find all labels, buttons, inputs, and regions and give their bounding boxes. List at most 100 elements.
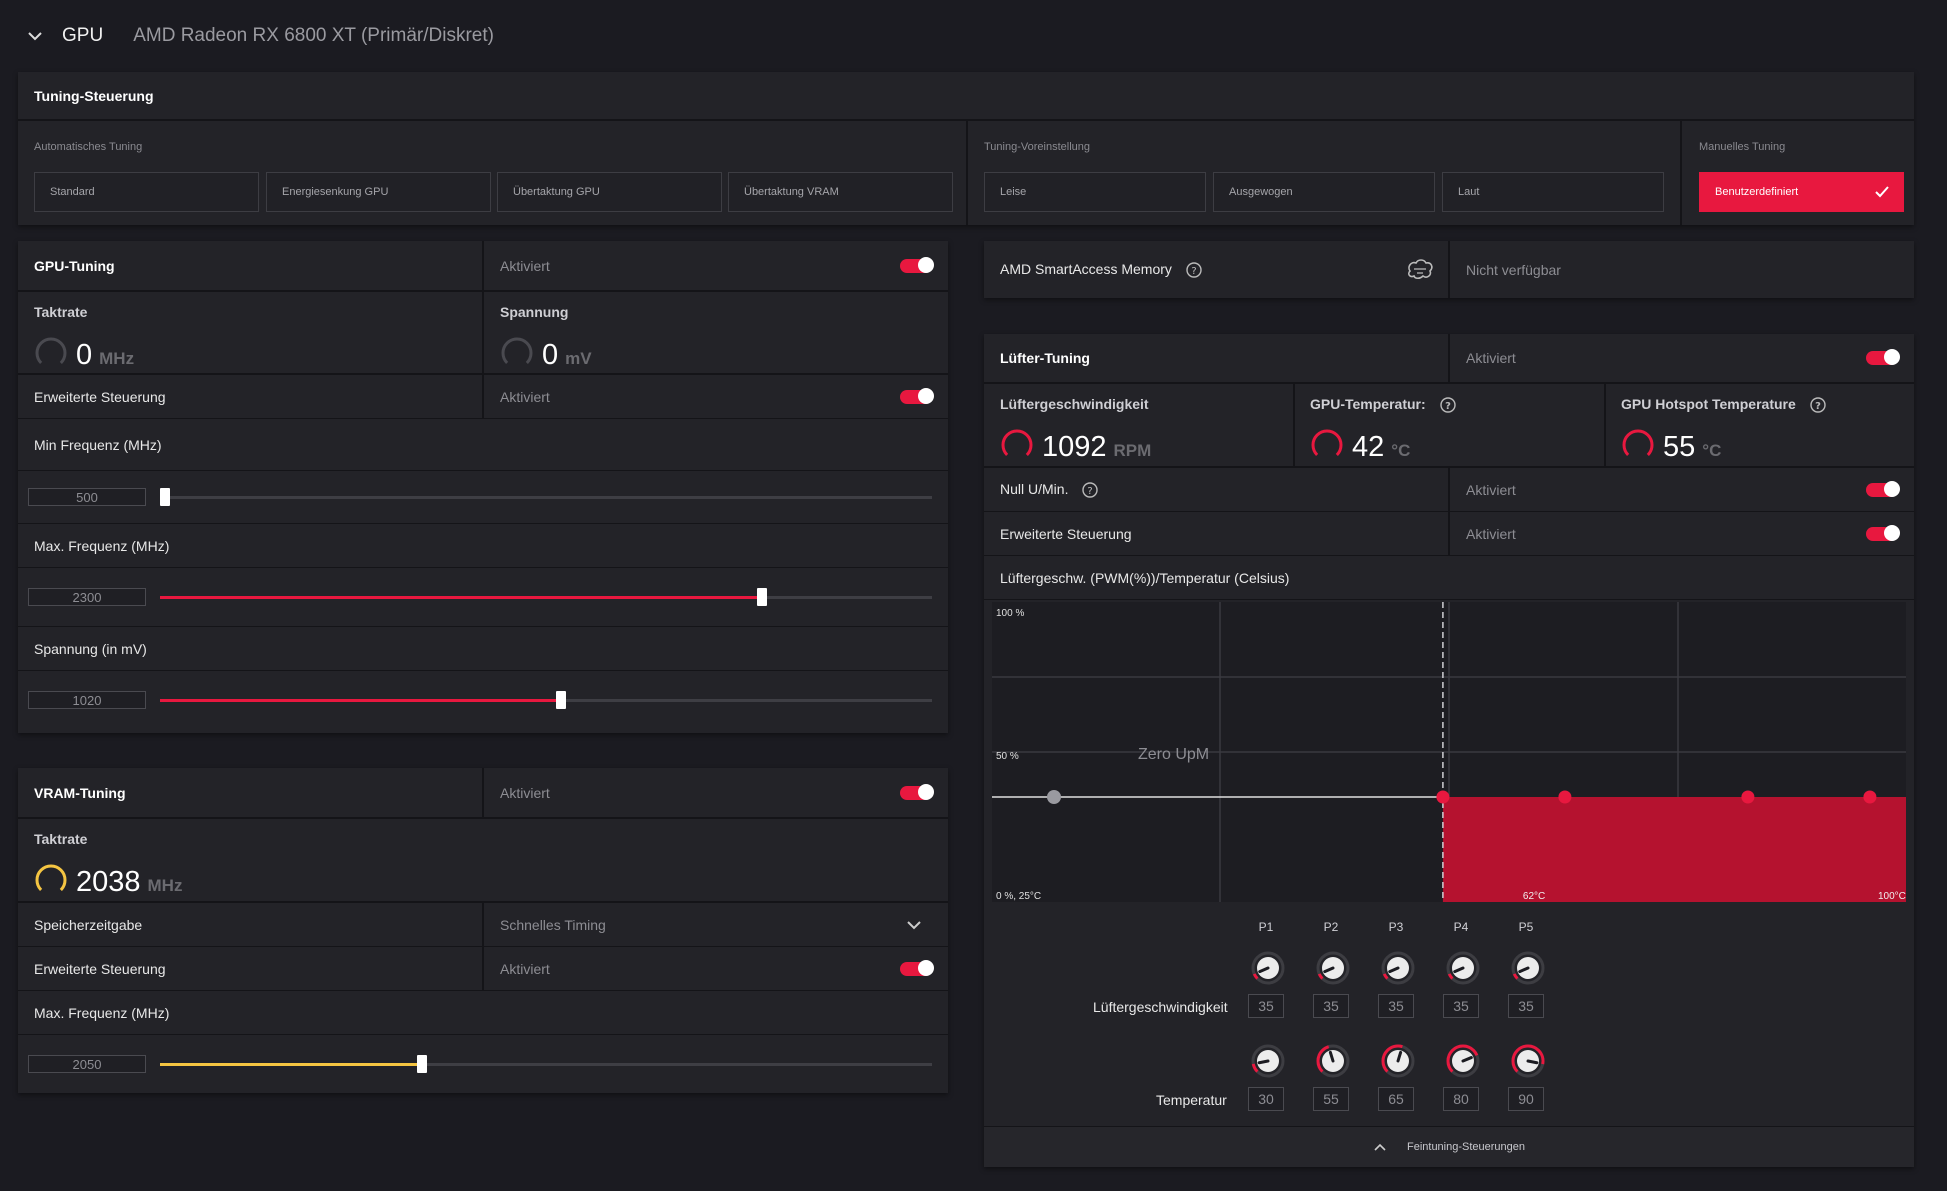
help-icon[interactable]: ? xyxy=(1809,397,1826,413)
gpu-temp-value: 42 xyxy=(1352,431,1385,463)
auto-overclock-vram-button[interactable]: Übertaktung VRAM xyxy=(728,172,953,212)
temp-input-p1[interactable]: 30 xyxy=(1248,1087,1284,1111)
curve-point-2[interactable] xyxy=(1558,790,1572,804)
gpu-temp-gauge-icon xyxy=(1311,429,1343,461)
temp-input-p4[interactable]: 80 xyxy=(1443,1087,1479,1111)
zero-rpm-toggle[interactable] xyxy=(1866,481,1900,497)
max-freq-slider-thumb[interactable] xyxy=(757,588,768,606)
vram-max-freq-input[interactable]: 2050 xyxy=(28,1055,146,1073)
min-freq-input[interactable]: 500 xyxy=(28,488,146,506)
speed-knob-4[interactable] xyxy=(1444,949,1482,987)
help-icon[interactable]: ? xyxy=(1082,482,1099,498)
fan-tuning-toggle[interactable] xyxy=(1866,349,1900,365)
fan-speed-label: Lüftergeschwindigkeit xyxy=(1000,396,1149,412)
voltage-input[interactable]: 1020 xyxy=(28,691,146,709)
temp-knob-5[interactable] xyxy=(1509,1042,1547,1080)
chevron-up-icon[interactable] xyxy=(1373,1142,1387,1152)
vram-max-freq-slider-thumb[interactable] xyxy=(417,1055,428,1073)
curve-point-3[interactable] xyxy=(1741,790,1755,804)
auto-power-saving-button[interactable]: Energiesenkung GPU xyxy=(266,172,491,212)
memory-timing-select[interactable]: Schnelles Timing xyxy=(500,916,606,933)
vram-max-freq-fill xyxy=(160,1063,423,1066)
manual-custom-button[interactable]: Benutzerdefiniert xyxy=(1699,172,1904,212)
vram-clock-value: 2038 xyxy=(76,866,141,898)
temp-input-p5[interactable]: 90 xyxy=(1508,1087,1544,1111)
section-title: GPU xyxy=(62,25,104,46)
gpu-advanced-toggle[interactable] xyxy=(900,388,934,404)
gpu-voltage-gauge-icon xyxy=(501,337,533,369)
sam-title-text: AMD SmartAccess Memory xyxy=(1000,260,1172,277)
vram-clock-unit: MHz xyxy=(147,876,183,895)
max-freq-fill xyxy=(160,596,763,599)
vram-advanced-label: Erweiterte Steuerung xyxy=(34,960,166,977)
fine-tuning-footer[interactable]: Feintuning-Steuerungen xyxy=(984,1126,1914,1167)
speed-knob-3[interactable] xyxy=(1379,949,1417,987)
temp-knob-3[interactable] xyxy=(1379,1042,1417,1080)
help-icon[interactable]: ? xyxy=(1439,397,1456,413)
min-freq-slider-thumb[interactable] xyxy=(160,488,170,506)
smart-access-memory-panel: AMD SmartAccess Memory ? Nicht verfügbar xyxy=(984,241,1914,298)
svg-text:?: ? xyxy=(1815,401,1821,412)
curve-point-1[interactable] xyxy=(1436,790,1450,804)
memory-timing-row[interactable]: Speicherzeitgabe Schnelles Timing xyxy=(18,903,948,947)
vram-clock-label: Taktrate xyxy=(34,831,88,847)
zero-rpm-handle[interactable] xyxy=(1047,790,1061,804)
gpu-temp-label-text: GPU-Temperatur: xyxy=(1310,396,1426,412)
max-freq-input[interactable]: 2300 xyxy=(28,588,146,606)
speed-row-label: Lüftergeschwindigkeit xyxy=(1093,999,1228,1015)
speed-input-p5[interactable]: 35 xyxy=(1508,994,1544,1018)
speed-input-p3[interactable]: 35 xyxy=(1378,994,1414,1018)
min-freq-track[interactable] xyxy=(160,496,932,499)
temp-input-p3[interactable]: 65 xyxy=(1378,1087,1414,1111)
hotspot-temp-gauge-icon xyxy=(1622,429,1654,461)
speed-knob-1[interactable] xyxy=(1249,949,1287,987)
vram-tuning-status: Aktiviert xyxy=(500,784,550,801)
preset-loud-button[interactable]: Laut xyxy=(1442,172,1664,212)
gpu-voltage-value: 0 xyxy=(542,339,559,371)
fan-tuning-title: Lüfter-Tuning xyxy=(1000,350,1090,366)
tuning-control-panel: Tuning-Steuerung Automatisches Tuning St… xyxy=(18,72,1914,225)
gpu-temp-label: GPU-Temperatur: ? xyxy=(1310,396,1456,413)
section-header[interactable]: GPU AMD Radeon RX 6800 XT (Primär/Diskre… xyxy=(0,0,1947,72)
hotspot-temp-value: 55 xyxy=(1663,431,1696,463)
memory-timing-label: Speicherzeitgabe xyxy=(34,916,143,933)
help-icon[interactable]: ? xyxy=(1186,262,1202,278)
max-freq-label: Max. Frequenz (MHz) xyxy=(34,537,170,554)
zero-rpm-status: Aktiviert xyxy=(1466,481,1516,498)
fan-curve-title: Lüftergeschw. (PWM(%))/Temperatur (Celsi… xyxy=(1000,569,1290,586)
hotspot-temp-unit: °C xyxy=(1702,441,1722,460)
speed-knob-2[interactable] xyxy=(1314,949,1352,987)
auto-overclock-gpu-button[interactable]: Übertaktung GPU xyxy=(497,172,722,212)
vram-max-freq-track[interactable] xyxy=(160,1063,932,1066)
preset-tuning-label: Tuning-Voreinstellung xyxy=(984,141,1090,153)
speed-input-p1[interactable]: 35 xyxy=(1248,994,1284,1018)
temp-knob-1[interactable] xyxy=(1249,1042,1287,1080)
chevron-down-icon[interactable] xyxy=(26,27,44,45)
fan-curve-chart[interactable]: 100 % 50 % 0 %, 25°C 62°C 100°C Zero UpM xyxy=(992,602,1906,902)
preset-quiet-button[interactable]: Leise xyxy=(984,172,1206,212)
gpu-tuning-toggle[interactable] xyxy=(900,257,934,273)
curve-point-4[interactable] xyxy=(1863,790,1877,804)
vram-tuning-toggle[interactable] xyxy=(900,784,934,800)
speed-knob-5[interactable] xyxy=(1509,949,1547,987)
gpu-tuning-title: GPU-Tuning xyxy=(34,257,115,274)
preset-balanced-button[interactable]: Ausgewogen xyxy=(1213,172,1435,212)
temp-knob-4[interactable] xyxy=(1444,1042,1482,1080)
speed-input-p2[interactable]: 35 xyxy=(1313,994,1349,1018)
svg-text:?: ? xyxy=(1191,266,1196,277)
chart-origin-label: 0 %, 25°C xyxy=(996,891,1041,902)
gpu-clock-value: 0 xyxy=(76,339,93,371)
auto-standard-button[interactable]: Standard xyxy=(34,172,259,212)
fan-tuning-status: Aktiviert xyxy=(1466,350,1516,366)
speed-input-p4[interactable]: 35 xyxy=(1443,994,1479,1018)
voltage-slider-thumb[interactable] xyxy=(556,691,567,709)
vram-advanced-toggle[interactable] xyxy=(900,960,934,976)
min-freq-label: Min Frequenz (MHz) xyxy=(34,436,162,453)
gpu-voltage-label: Spannung xyxy=(500,304,569,320)
chevron-down-icon[interactable] xyxy=(906,918,922,932)
temp-input-p2[interactable]: 55 xyxy=(1313,1087,1349,1111)
chart-y100-label: 100 % xyxy=(996,608,1024,619)
temp-knob-2[interactable] xyxy=(1314,1042,1352,1080)
fan-advanced-toggle[interactable] xyxy=(1866,525,1900,541)
zero-rpm-label-text: Null U/Min. xyxy=(1000,480,1069,497)
